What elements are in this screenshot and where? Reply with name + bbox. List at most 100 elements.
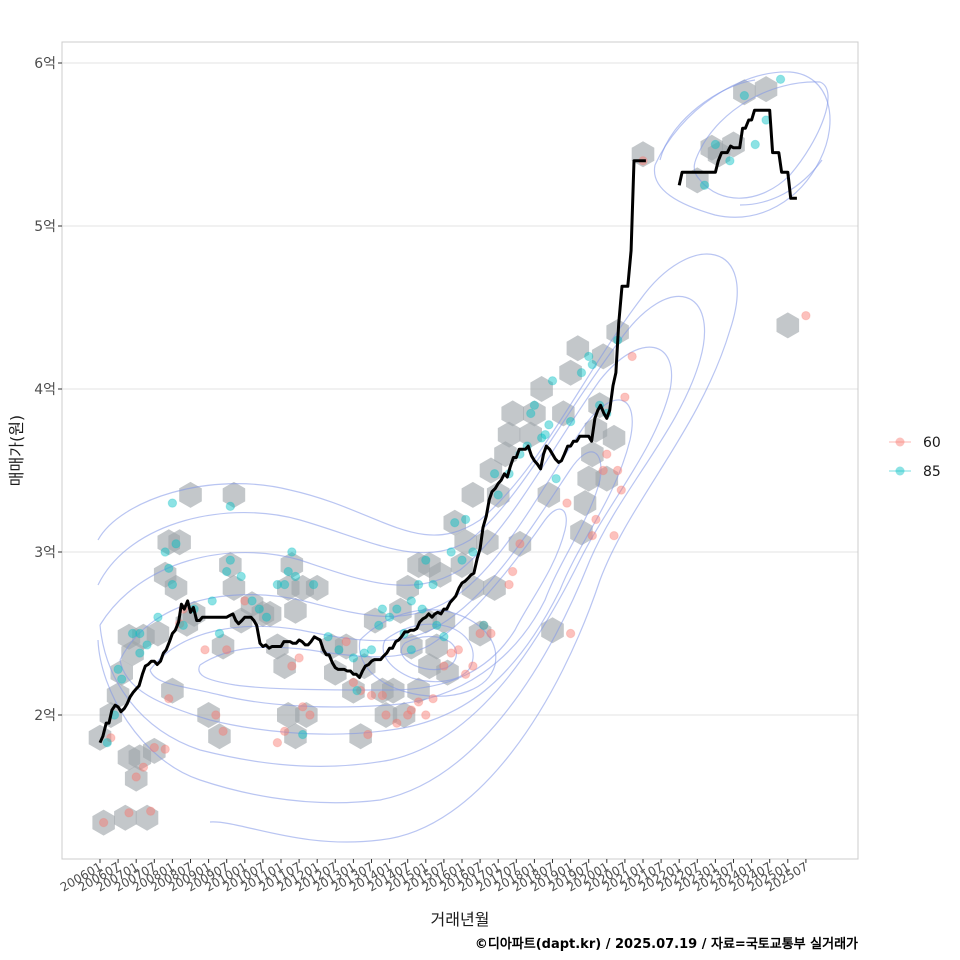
point-85 — [392, 604, 402, 614]
point-60 — [355, 685, 366, 696]
point-85 — [135, 628, 145, 639]
hexbin — [179, 481, 202, 508]
point-60 — [298, 702, 308, 712]
point-85 — [352, 685, 362, 696]
point-60 — [138, 762, 149, 772]
hexbin — [168, 529, 191, 556]
point-60 — [591, 514, 601, 525]
hexbin — [443, 509, 466, 536]
y-tick-label: 2억 — [34, 708, 56, 724]
density-contour — [400, 635, 457, 671]
point-85 — [739, 90, 750, 101]
point-85 — [117, 674, 127, 684]
hexbin — [349, 723, 372, 750]
hexbin — [523, 400, 546, 427]
point-85 — [439, 632, 449, 642]
point-60 — [240, 596, 250, 606]
hexbin — [219, 552, 242, 578]
point-85 — [565, 416, 576, 427]
hexbin — [776, 312, 800, 339]
hexbin — [479, 457, 503, 484]
y-tick-label: 6억 — [34, 56, 56, 72]
point-85 — [544, 420, 554, 430]
point-85 — [160, 547, 170, 557]
hexbin — [577, 465, 600, 492]
point-60 — [305, 710, 315, 720]
point-85 — [417, 604, 427, 614]
point-85 — [547, 376, 558, 386]
hexbin — [418, 653, 441, 680]
point-85 — [584, 351, 594, 362]
point-85 — [214, 628, 225, 639]
point-85 — [113, 664, 123, 675]
median-line — [98, 108, 797, 744]
point-60 — [222, 645, 232, 655]
point-60 — [381, 710, 391, 720]
hexbin — [146, 620, 170, 647]
point-85 — [406, 645, 417, 655]
hexbin — [602, 424, 626, 451]
hexbin — [686, 167, 709, 194]
point-85 — [261, 612, 272, 622]
hexbin — [570, 519, 593, 546]
x-axis-title: 거래년월 — [431, 910, 490, 929]
hexbin — [374, 702, 398, 728]
hexbin — [414, 607, 438, 634]
point-85 — [283, 566, 293, 577]
point-85 — [450, 517, 460, 528]
hexbin — [324, 659, 347, 686]
hexbin — [382, 677, 405, 704]
hexbin — [277, 702, 300, 728]
y-axis: 2억 3억 4억 5억 6억 — [34, 56, 62, 724]
point-85 — [164, 563, 174, 573]
point-85 — [247, 596, 257, 606]
hexbin — [468, 620, 492, 647]
point-60 — [616, 485, 626, 495]
point-60 — [479, 620, 489, 631]
point-85 — [493, 490, 503, 500]
hexbin — [519, 421, 542, 448]
point-85 — [431, 620, 442, 631]
point-85 — [290, 571, 301, 582]
density-contour — [693, 81, 829, 199]
point-60 — [98, 817, 109, 828]
hexbin — [222, 481, 246, 508]
point-60 — [439, 661, 449, 671]
hexbin — [566, 335, 590, 362]
point-85 — [225, 555, 236, 565]
point-60 — [468, 661, 478, 671]
point-85 — [153, 612, 163, 622]
point-60 — [124, 808, 134, 818]
point-60 — [515, 539, 525, 549]
hexbin — [363, 607, 387, 634]
point-85 — [272, 579, 283, 590]
point-60 — [602, 449, 612, 459]
point-85 — [446, 547, 456, 557]
legend: 60 85 — [889, 435, 941, 480]
hexbin — [530, 376, 553, 402]
hexbin — [106, 682, 130, 709]
density-contour — [198, 508, 567, 691]
point-60 — [348, 677, 359, 688]
hexbin — [754, 76, 778, 103]
point-60 — [377, 690, 388, 701]
point-85 — [287, 547, 297, 557]
point-60 — [164, 694, 174, 704]
point-60 — [565, 628, 576, 639]
point-85 — [142, 640, 152, 650]
point-85 — [489, 469, 500, 479]
point-85 — [298, 729, 308, 740]
legend-key-point — [895, 466, 905, 476]
density-contour — [97, 296, 706, 804]
point-85 — [323, 632, 333, 642]
hexbin — [280, 552, 304, 578]
legend-key-point — [895, 437, 905, 447]
point-85 — [348, 653, 359, 663]
point-60 — [413, 697, 424, 707]
hexbin — [273, 653, 296, 680]
caption: ©디아파트(dapt.kr) / 2025.07.19 / 자료=국토교통부 실… — [475, 936, 858, 952]
point-85 — [587, 359, 598, 370]
point-85 — [750, 139, 760, 150]
point-60 — [507, 566, 518, 577]
point-85 — [457, 555, 467, 565]
